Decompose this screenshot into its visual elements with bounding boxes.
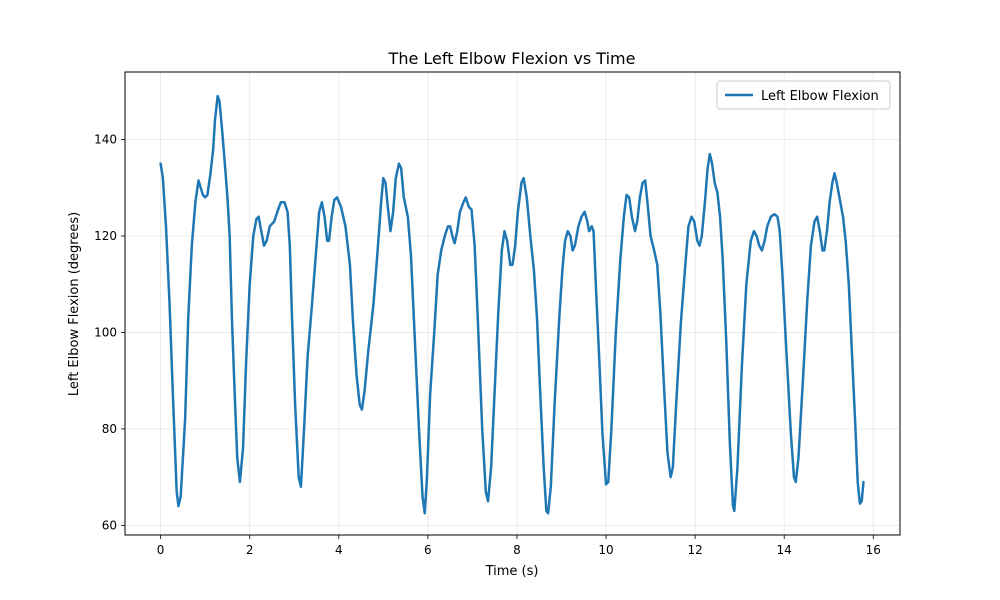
x-tick-label: 16 bbox=[866, 543, 881, 557]
chart-title: The Left Elbow Flexion vs Time bbox=[388, 49, 636, 68]
series-line-left-elbow-flexion bbox=[159, 94, 865, 515]
x-tick-label: 2 bbox=[246, 543, 254, 557]
x-tick-label: 14 bbox=[777, 543, 792, 557]
y-tick-label: 60 bbox=[102, 518, 117, 532]
plot-frame bbox=[124, 71, 901, 536]
x-tick-label: 8 bbox=[513, 543, 521, 557]
grid-lines bbox=[125, 72, 900, 535]
y-tick-label: 120 bbox=[94, 229, 117, 243]
x-tick-label: 4 bbox=[335, 543, 343, 557]
y-tick-label: 100 bbox=[94, 325, 117, 339]
y-tick-label: 140 bbox=[94, 133, 117, 147]
x-tick-label: 12 bbox=[687, 543, 702, 557]
legend: Left Elbow Flexion bbox=[716, 80, 891, 110]
x-tick-label: 6 bbox=[424, 543, 432, 557]
y-tick-label: 80 bbox=[102, 422, 117, 436]
y-axis-label: Left Elbow Flexion (degrees) bbox=[67, 212, 82, 396]
x-tick-label: 0 bbox=[157, 543, 165, 557]
legend-box bbox=[716, 80, 891, 110]
y-axis-ticks: 60 80 100 120 140 bbox=[94, 133, 125, 532]
x-tick-label: 10 bbox=[598, 543, 613, 557]
legend-label: Left Elbow Flexion bbox=[761, 89, 879, 104]
x-axis-ticks: 0 2 4 6 8 10 12 14 16 bbox=[157, 535, 881, 557]
x-axis-label: Time (s) bbox=[485, 564, 539, 579]
series-layer bbox=[159, 94, 865, 515]
